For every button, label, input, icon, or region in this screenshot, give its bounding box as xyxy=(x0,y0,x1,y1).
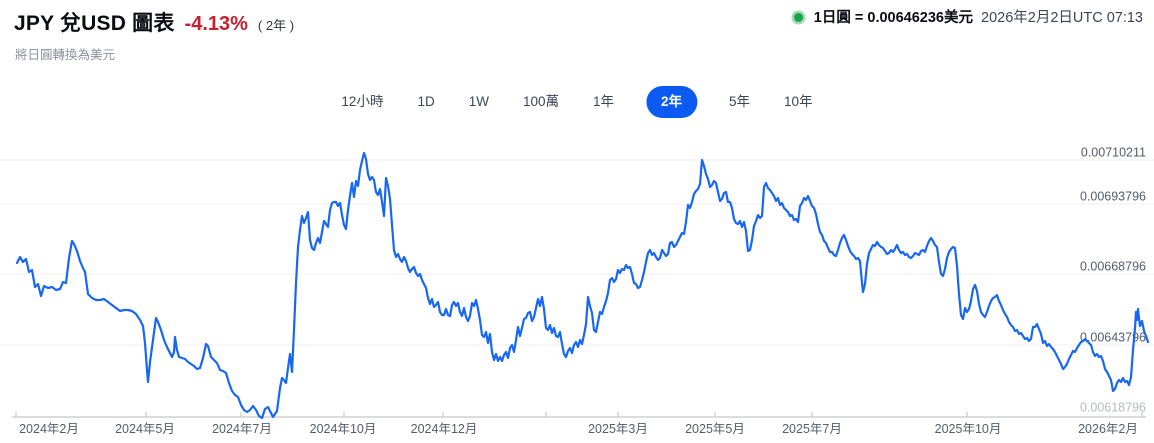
x-axis-label: 2025年5月 xyxy=(685,422,745,436)
y-axis-label: 0.00710211 xyxy=(1081,146,1146,160)
range-button-1m[interactable]: 100萬 xyxy=(521,88,561,116)
range-button-2y[interactable]: 2年 xyxy=(646,86,698,118)
y-axis-label: 0.00618796 xyxy=(1080,401,1146,415)
x-axis-label: 2025年10月 xyxy=(935,422,1002,436)
x-axis-label: 2026年2月 xyxy=(1078,422,1138,436)
range-note: ( 2年 ) xyxy=(257,18,295,33)
status-dot-icon xyxy=(793,13,803,22)
quote-value: 1日圓 = 0.00646236美元 xyxy=(813,10,973,26)
range-button-1y[interactable]: 1年 xyxy=(591,88,616,116)
y-axis-label: 0.00693796 xyxy=(1080,190,1146,204)
x-axis-label: 2024年5月 xyxy=(115,422,175,436)
x-axis-label: 2025年3月 xyxy=(588,422,648,436)
page-title: JPY 兌USD 圖表 xyxy=(14,12,175,35)
range-button-5y[interactable]: 5年 xyxy=(727,88,752,116)
chart-subtitle: 將日圓轉換為美元 xyxy=(15,48,116,62)
y-axis-label: 0.00643796 xyxy=(1080,331,1146,345)
x-axis-label: 2024年12月 xyxy=(411,422,478,436)
x-axis-label: 2024年7月 xyxy=(212,422,272,436)
price-line xyxy=(15,151,1150,420)
change-percent-badge: -4.13% xyxy=(184,13,248,35)
range-button-1d[interactable]: 1D xyxy=(415,88,436,116)
range-button-10y[interactable]: 10年 xyxy=(782,88,815,116)
current-quote: 1日圓 = 0.00646236美元 2026年2月2日UTC 07:13 xyxy=(793,6,1143,27)
quote-timestamp: 2026年2月2日UTC 07:13 xyxy=(981,10,1143,26)
time-range-selector: 12小時 1D 1W 100萬 1年 2年 5年 10年 xyxy=(339,86,814,118)
range-button-12h[interactable]: 12小時 xyxy=(339,88,385,116)
y-axis-label: 0.00668796 xyxy=(1080,260,1146,274)
x-axis-label: 2024年10月 xyxy=(310,422,377,436)
range-button-1w[interactable]: 1W xyxy=(467,88,491,116)
x-axis-label: 2025年7月 xyxy=(782,422,842,436)
x-axis-label: 2024年2月 xyxy=(19,422,79,436)
chart-header: JPY 兌USD 圖表 -4.13% ( 2年 ) xyxy=(14,7,294,37)
